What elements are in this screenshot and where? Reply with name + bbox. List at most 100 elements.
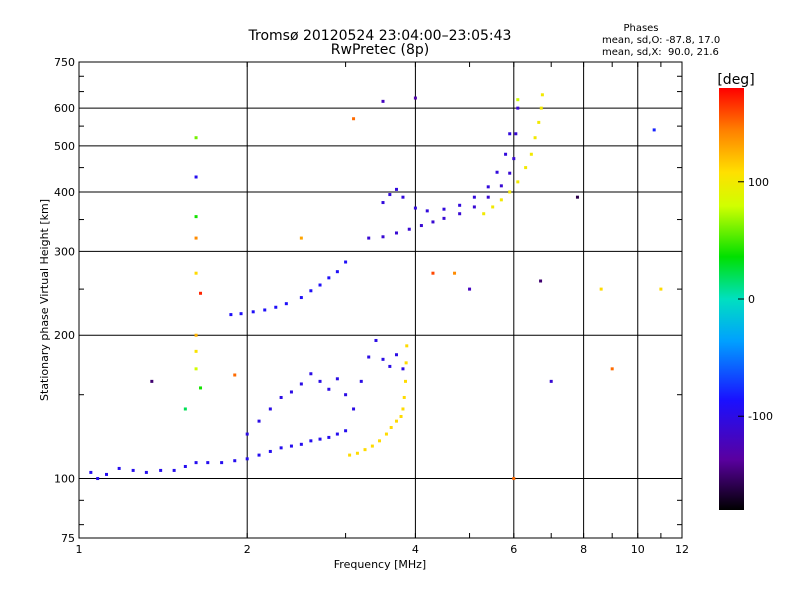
echo-point bbox=[486, 195, 490, 199]
y-tick-label: 500 bbox=[54, 140, 75, 153]
echo-point bbox=[194, 333, 198, 337]
echo-point bbox=[289, 390, 293, 394]
echo-point bbox=[394, 419, 398, 423]
x-tick-label: 6 bbox=[510, 543, 517, 556]
echo-point bbox=[318, 283, 322, 287]
grid-lines bbox=[79, 62, 682, 538]
chart-subtitle: RwPretec (8p) bbox=[331, 42, 429, 58]
echo-point bbox=[251, 310, 255, 314]
echo-point bbox=[539, 279, 543, 283]
echo-point bbox=[348, 453, 352, 457]
phases-o-stats: mean, sd,O: -87.8, 17.0 bbox=[602, 35, 720, 46]
echo-point bbox=[458, 212, 462, 216]
colorbar-tick-label: 100 bbox=[748, 176, 769, 189]
echo-point bbox=[309, 439, 313, 443]
echo-point bbox=[144, 470, 148, 474]
echo-point bbox=[549, 379, 553, 383]
echo-point bbox=[96, 477, 100, 481]
echo-point bbox=[279, 395, 283, 399]
echo-point bbox=[327, 387, 331, 391]
echo-point bbox=[516, 106, 520, 110]
echo-point bbox=[403, 379, 407, 383]
echo-point bbox=[404, 361, 408, 365]
echo-point bbox=[245, 457, 249, 461]
echo-point bbox=[344, 260, 348, 264]
x-axis-ticks: 1 2 4 6 8 10 12 bbox=[76, 62, 689, 556]
echo-point bbox=[407, 227, 411, 231]
echo-point bbox=[508, 132, 512, 136]
echo-point bbox=[257, 453, 261, 457]
colorbar-tick-label: -100 bbox=[748, 410, 773, 423]
echo-point bbox=[359, 379, 363, 383]
echo-point bbox=[486, 185, 490, 189]
echo-point bbox=[472, 195, 476, 199]
echo-point bbox=[194, 271, 198, 275]
echo-point bbox=[413, 206, 417, 210]
x-tick-label: 1 bbox=[76, 543, 83, 556]
echo-point bbox=[233, 373, 237, 377]
phases-title: Phases bbox=[623, 23, 658, 34]
echo-point bbox=[389, 425, 393, 429]
echo-point bbox=[413, 96, 417, 100]
echo-point bbox=[117, 466, 121, 470]
echo-point bbox=[516, 98, 520, 102]
echo-point bbox=[394, 231, 398, 235]
echo-point bbox=[159, 468, 163, 472]
echo-point bbox=[245, 432, 249, 436]
echo-point bbox=[537, 120, 541, 124]
echo-point bbox=[268, 449, 272, 453]
echo-point bbox=[388, 193, 392, 197]
echo-point bbox=[220, 461, 224, 465]
echo-point bbox=[318, 379, 322, 383]
echo-point bbox=[381, 201, 385, 205]
echo-point bbox=[381, 357, 385, 361]
echo-point bbox=[194, 367, 198, 371]
echo-point bbox=[610, 367, 614, 371]
echo-point bbox=[327, 435, 331, 439]
echo-point bbox=[105, 472, 109, 476]
echo-point bbox=[183, 407, 187, 411]
chart-title: Tromsø 20120524 23:04:00–23:05:43 bbox=[248, 28, 512, 44]
echo-point bbox=[495, 170, 499, 174]
echo-point bbox=[401, 195, 405, 199]
echo-point bbox=[344, 393, 348, 397]
echo-point bbox=[402, 395, 406, 399]
echo-point bbox=[327, 276, 331, 280]
echo-point bbox=[257, 419, 261, 423]
echo-point bbox=[194, 175, 198, 179]
echo-point bbox=[239, 312, 243, 316]
echo-point bbox=[352, 117, 356, 121]
echo-point bbox=[575, 195, 579, 199]
echo-point bbox=[394, 187, 398, 191]
echo-point bbox=[194, 349, 198, 353]
y-axis-label: Stationary phase Virtual Height [km] bbox=[38, 199, 51, 401]
echo-point bbox=[468, 287, 472, 291]
echo-point bbox=[401, 407, 405, 411]
echo-point bbox=[363, 448, 367, 452]
echo-point bbox=[431, 271, 435, 275]
echo-point bbox=[442, 216, 446, 220]
x-tick-label: 2 bbox=[244, 543, 251, 556]
echo-point bbox=[533, 136, 537, 140]
phases-x-stats: mean, sd,X: 90.0, 21.6 bbox=[602, 47, 719, 58]
echo-point bbox=[370, 444, 374, 448]
y-tick-label: 300 bbox=[54, 245, 75, 258]
echo-point bbox=[529, 152, 533, 156]
echo-point bbox=[388, 364, 392, 368]
y-tick-label: 100 bbox=[54, 473, 75, 486]
echo-point bbox=[482, 212, 486, 216]
echo-point bbox=[405, 344, 409, 348]
echo-point bbox=[355, 451, 359, 455]
echo-point bbox=[508, 171, 512, 175]
y-tick-label: 400 bbox=[54, 186, 75, 199]
echo-point bbox=[335, 377, 339, 381]
echo-point bbox=[274, 305, 278, 309]
echo-point bbox=[659, 287, 663, 291]
echo-point bbox=[425, 209, 429, 213]
y-tick-label: 200 bbox=[54, 329, 75, 342]
y-axis-ticks: 75 100 200 300 400 500 600 750 bbox=[54, 56, 682, 545]
echo-point bbox=[299, 442, 303, 446]
echo-point bbox=[263, 308, 267, 312]
echo-point bbox=[233, 459, 237, 463]
